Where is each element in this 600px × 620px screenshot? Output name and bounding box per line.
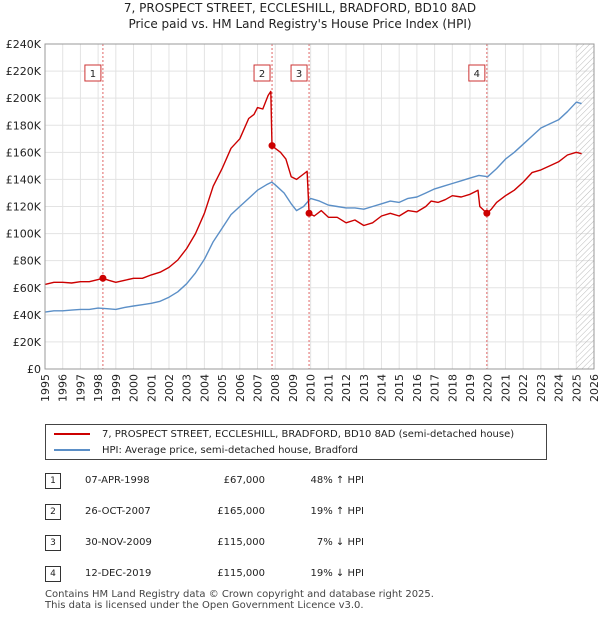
transaction-date: 12-DEC-2019 (85, 568, 152, 579)
x-tick-label: 2013 (358, 374, 371, 402)
legend-item-hpi: HPI: Average price, semi-detached house,… (54, 444, 358, 458)
x-tick-label: 2021 (499, 374, 512, 402)
transaction-date: 26-OCT-2007 (85, 506, 151, 517)
x-tick-label: 2001 (145, 374, 158, 402)
legend-swatch-hpi (54, 449, 90, 451)
title-line-1: 7, PROSPECT STREET, ECCLESHILL, BRADFORD… (123, 1, 477, 15)
table-row: 3 30-NOV-2009 £115,000 7% ↓ HPI (45, 535, 545, 551)
y-tick-label: £40K (13, 309, 42, 322)
x-tick-label: 1999 (110, 374, 123, 402)
sale-label-4: 4 (474, 69, 480, 80)
x-tick-label: 2008 (269, 374, 282, 402)
sale-point-2 (268, 142, 276, 150)
table-row: 2 26-OCT-2007 £165,000 19% ↑ HPI (45, 504, 545, 520)
y-tick-label: £240K (6, 38, 42, 51)
forecast-hatch (576, 44, 594, 369)
forecast-hatch-region (576, 44, 594, 369)
transaction-hpi-change: 19% ↑ HPI (310, 506, 364, 517)
table-row: 1 07-APR-1998 £67,000 48% ↑ HPI (45, 473, 545, 489)
x-tick-label: 2010 (305, 374, 318, 402)
x-tick-label: 1996 (57, 374, 70, 402)
transaction-hpi-change: 19% ↓ HPI (310, 568, 364, 579)
x-tick-label: 2007 (252, 374, 265, 402)
grid (44, 43, 595, 370)
footer-line-2: This data is licensed under the Open Gov… (45, 600, 364, 611)
sale-label-box-3 (290, 64, 308, 82)
transaction-number-badge: 3 (45, 535, 61, 551)
legend-item-property: 7, PROSPECT STREET, ECCLESHILL, BRADFORD… (54, 428, 514, 442)
x-tick-label: 2016 (411, 374, 424, 402)
y-tick-label: £160K (6, 146, 42, 159)
transaction-date: 07-APR-1998 (85, 475, 150, 486)
transaction-hpi-change: 7% ↓ HPI (316, 537, 364, 548)
transaction-price: £165,000 (217, 506, 265, 517)
sale-point-3 (305, 209, 313, 217)
table-row: 4 12-DEC-2019 £115,000 19% ↓ HPI (45, 566, 545, 582)
x-tick-label: 2017 (429, 374, 442, 402)
sale-label-3: 3 (296, 69, 302, 80)
y-tick-label: £120K (6, 201, 42, 214)
x-tick-label: 2003 (181, 374, 194, 402)
sale-label-box-2 (253, 64, 271, 82)
axes: £0 £20K £40K £60K £80K £100K £120K £140K £160K £1… (6, 38, 600, 402)
legend: 7, PROSPECT STREET, ECCLESHILL, BRADFORD… (45, 424, 547, 460)
y-tick-label: £220K (6, 65, 42, 78)
legend-label-property: 7, PROSPECT STREET, ECCLESHILL, BRADFORD… (102, 429, 515, 440)
x-tick-label: 2004 (198, 374, 211, 402)
x-tick-label: 2011 (322, 374, 335, 402)
footer-line-1: Contains HM Land Registry data © Crown c… (45, 589, 434, 600)
x-tick-label: 2023 (535, 374, 548, 402)
x-tick-label: 2025 (570, 374, 583, 402)
x-tick-label: 2018 (446, 374, 459, 402)
y-tick-label: £100K (6, 228, 42, 241)
transaction-price: £67,000 (223, 475, 265, 486)
x-tick-label: 2014 (375, 374, 388, 402)
x-tick-label: 2020 (482, 374, 495, 402)
sale-markers: 1 2 3 4 (84, 64, 491, 282)
x-tick-label: 2002 (163, 374, 176, 402)
x-tick-label: 2005 (216, 374, 229, 402)
price-chart: £0 £20K £40K £60K £80K £100K £120K £140K £160K £1… (6, 38, 600, 402)
x-tick-label: 2019 (464, 374, 477, 402)
sale-label-box-4 (468, 64, 486, 82)
transaction-hpi-change: 48% ↑ HPI (310, 475, 364, 486)
sale-label-box-1 (84, 64, 102, 82)
x-tick-label: 2015 (393, 374, 406, 402)
y-tick-label: £20K (13, 336, 42, 349)
y-tick-label: £60K (13, 282, 42, 295)
x-tick-label: 2024 (553, 374, 566, 402)
transaction-price: £115,000 (217, 568, 265, 579)
sale-point-4 (483, 209, 491, 217)
x-tick-label: 1998 (92, 374, 105, 402)
sale-point-1 (99, 274, 107, 282)
x-tick-label: 2022 (517, 374, 530, 402)
transaction-number-badge: 2 (45, 504, 61, 520)
x-tick-label: 1997 (74, 374, 87, 402)
x-tick-label: 2000 (128, 374, 141, 402)
x-tick-label: 2006 (234, 374, 247, 402)
transaction-number-badge: 1 (45, 473, 61, 489)
x-tick-label: 2012 (340, 374, 353, 402)
transaction-date: 30-NOV-2009 (85, 537, 152, 548)
plot-frame (44, 43, 595, 370)
x-tick-label: 2009 (287, 374, 300, 402)
y-tick-label: £180K (6, 119, 42, 132)
transaction-number-badge: 4 (45, 566, 61, 582)
chart-title: 7, PROSPECT STREET, ECCLESHILL, BRADFORD… (0, 0, 600, 32)
hpi-series-line (44, 101, 582, 313)
x-tick-label: 1995 (39, 374, 52, 402)
y-tick-label: £200K (6, 92, 42, 105)
legend-label-hpi: HPI: Average price, semi-detached house,… (102, 445, 358, 456)
x-tick-label: 2026 (588, 374, 600, 402)
footer-attribution: Contains HM Land Registry data © Crown c… (45, 589, 434, 611)
sale-label-1: 1 (90, 69, 96, 80)
legend-swatch-property (54, 433, 90, 435)
y-tick-label: £140K (6, 173, 42, 186)
sale-label-2: 2 (259, 69, 265, 80)
transaction-price: £115,000 (217, 537, 265, 548)
title-line-2: Price paid vs. HM Land Registry's House … (128, 17, 472, 31)
y-tick-label: £0 (27, 363, 41, 376)
y-tick-label: £80K (13, 255, 42, 268)
